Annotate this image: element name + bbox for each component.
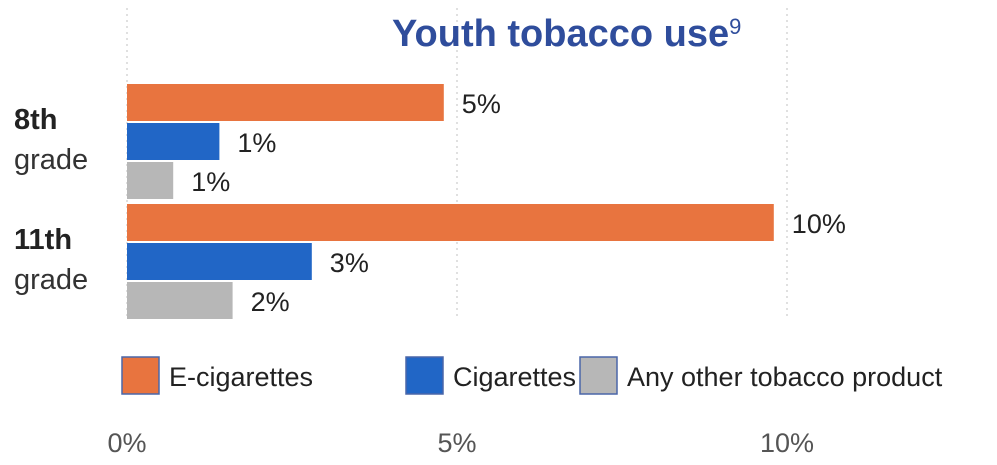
category-label-line2: grade	[14, 144, 88, 176]
x-tick-label: 10%	[760, 428, 814, 458]
x-axis-ticks: 0% 5% 10%	[107, 428, 814, 458]
bar-value-label: 10%	[792, 209, 846, 239]
bar	[127, 204, 774, 241]
category-label-line1: 8th	[14, 104, 58, 136]
bar-value-label: 1%	[191, 167, 230, 197]
legend-swatch	[579, 356, 618, 395]
bar	[127, 282, 233, 319]
bar	[127, 243, 312, 280]
chart-title-text: Youth tobacco use	[392, 13, 729, 55]
legend-label: Any other tobacco product	[627, 362, 943, 392]
bar	[127, 123, 220, 160]
chart-title-superscript: 9	[729, 14, 741, 39]
chart-title: Youth tobacco use9	[392, 13, 741, 55]
bar-value-label: 3%	[330, 248, 369, 278]
value-labels: 5% 1%1% 10% 3% 2%	[191, 89, 846, 317]
bar-value-label: 1%	[237, 128, 276, 158]
category-label-line1: 11th	[14, 224, 72, 256]
category-label-line2: grade	[14, 264, 88, 296]
legend-swatch	[405, 356, 444, 395]
legend-swatch	[121, 356, 160, 395]
bars	[127, 84, 774, 319]
bar	[127, 162, 174, 199]
legend-label: Cigarettes	[453, 362, 576, 392]
legend-label: E-cigarettes	[169, 362, 313, 392]
x-tick-label: 5%	[437, 428, 476, 458]
bar	[127, 84, 444, 121]
legend: E-cigarettes Cigarettes Any other tobacco …	[121, 356, 943, 395]
bar-value-label: 5%	[462, 89, 501, 119]
category-labels: 8th grade 11th grade	[14, 104, 88, 296]
bar-value-label: 2%	[251, 287, 290, 317]
x-tick-label: 0%	[107, 428, 146, 458]
